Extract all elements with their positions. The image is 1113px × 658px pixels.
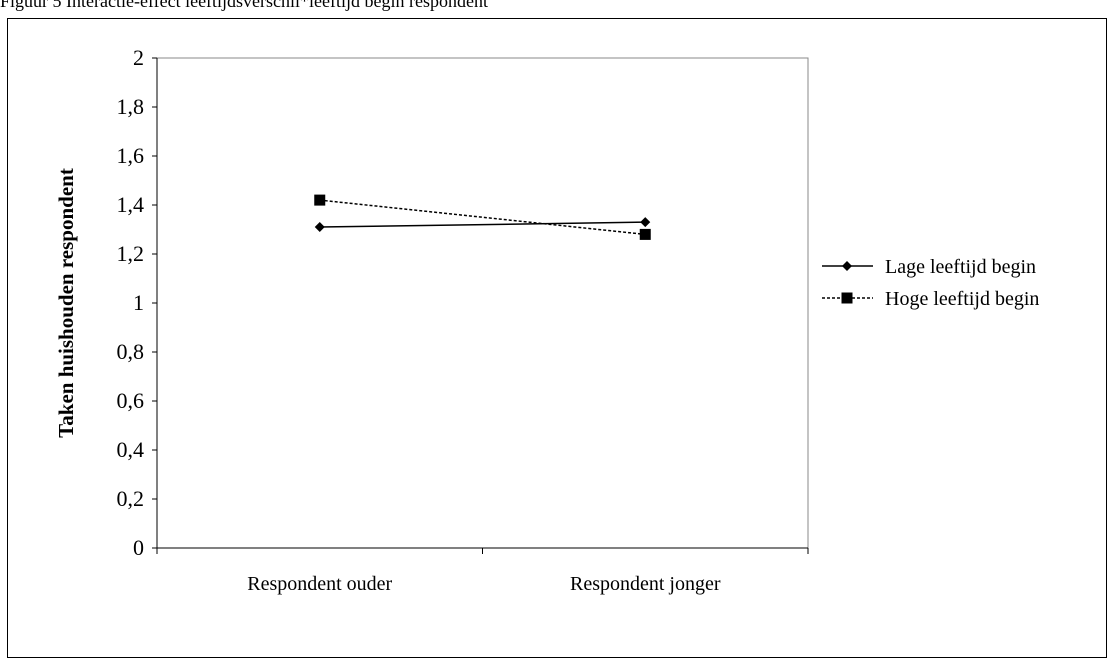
x-category-label: Respondent ouder	[247, 573, 392, 595]
x-ticks: Respondent ouder Respondent jonger	[156, 548, 809, 595]
legend: Lage leeftijd begin Hoge leeftijd begin	[822, 256, 1039, 310]
y-ticks: 0 0,2 0,4 0,6 0,8 1 1,2 1,4 1,6 1,8 2	[117, 45, 157, 560]
legend-label: Hoge leeftijd begin	[885, 288, 1039, 310]
y-axis-title: Taken huishouden respondent	[54, 168, 78, 438]
data-point-series-1	[640, 217, 651, 228]
y-tick-label: 0,6	[117, 388, 145, 413]
figure-caption: Figuur 5 Interactie-effect leeftijdsvers…	[0, 0, 488, 11]
data-point-series-2	[314, 194, 326, 206]
y-tick-label: 0,8	[117, 339, 145, 364]
series-line-2	[319, 199, 646, 236]
y-tick-label: 2	[133, 45, 144, 70]
y-tick-label: 0	[133, 535, 144, 560]
y-tick-label: 1,4	[117, 192, 145, 217]
legend-label: Lage leeftijd begin	[885, 256, 1036, 278]
data-point-series-2	[639, 228, 651, 240]
legend-marker	[842, 261, 852, 271]
legend-marker	[841, 292, 853, 304]
series-group	[314, 194, 651, 240]
y-tick-label: 1,6	[117, 143, 145, 168]
y-tick-label: 1,2	[117, 241, 145, 266]
y-tick-label: 0,2	[117, 486, 145, 511]
plot-area	[156, 57, 809, 549]
y-tick-label: 0,4	[117, 437, 145, 462]
chart-svg: 0 0,2 0,4 0,6 0,8 1 1,2 1,4 1,6 1,8 2 Respondent o…	[54, 45, 1039, 595]
series-line-1	[319, 221, 646, 228]
y-tick-label: 1	[133, 290, 144, 315]
x-category-label: Respondent jonger	[570, 573, 721, 595]
y-tick-label: 1,8	[117, 94, 145, 119]
data-point-series-1	[314, 222, 325, 233]
